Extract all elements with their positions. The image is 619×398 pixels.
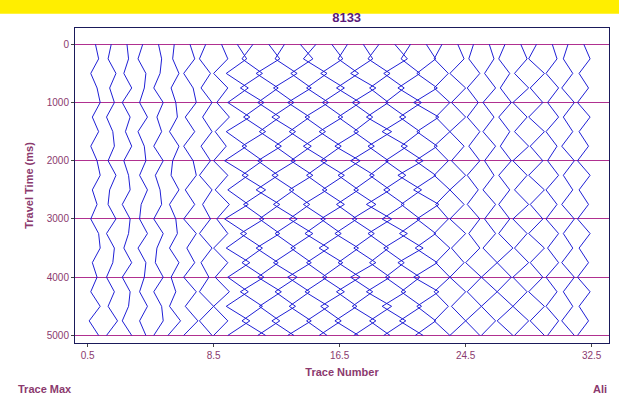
- svg-text:8133: 8133: [332, 10, 361, 25]
- svg-text:32.5: 32.5: [582, 350, 602, 361]
- svg-text:3000: 3000: [47, 213, 70, 224]
- svg-text:0: 0: [63, 39, 69, 50]
- svg-text:24.5: 24.5: [456, 350, 476, 361]
- svg-text:16.5: 16.5: [330, 350, 350, 361]
- svg-text:Trace Number: Trace Number: [305, 366, 379, 378]
- svg-text:0.5: 0.5: [81, 350, 95, 361]
- svg-text:8.5: 8.5: [207, 350, 221, 361]
- svg-text:5000: 5000: [47, 330, 70, 341]
- svg-text:Trace Max: Trace Max: [18, 383, 72, 395]
- svg-text:Travel Time (ms): Travel Time (ms): [23, 142, 35, 229]
- svg-text:4000: 4000: [47, 272, 70, 283]
- svg-text:1000: 1000: [47, 97, 70, 108]
- svg-text:2000: 2000: [47, 155, 70, 166]
- svg-text:Ali: Ali: [593, 383, 607, 395]
